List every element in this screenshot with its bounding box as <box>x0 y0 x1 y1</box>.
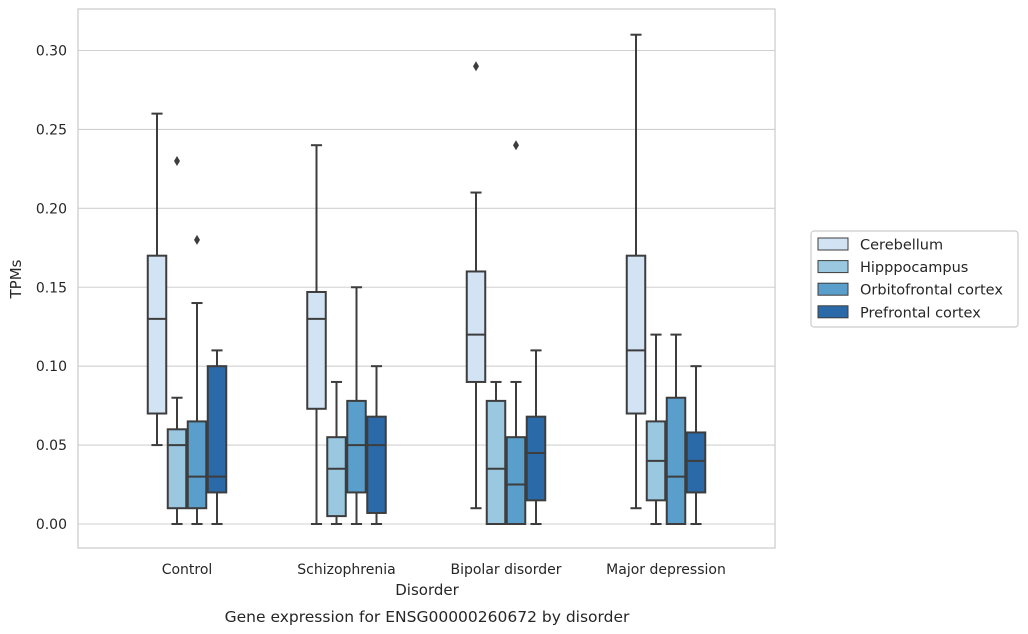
box-orbitofrontal-cortex <box>505 140 527 526</box>
legend-label: Cerebellum <box>860 238 943 254</box>
y-tick-label: 0.10 <box>36 359 67 375</box>
box-orbitofrontal-cortex <box>665 333 687 526</box>
chart-caption: Gene expression for ENSG00000260672 by d… <box>225 608 630 626</box>
box-iqr <box>326 436 347 518</box>
plot-frame <box>77 8 776 549</box>
box-prefrontal-cortex <box>206 349 228 525</box>
legend-label: Orbitofrontal cortex <box>860 283 1003 299</box>
box-cerebellum <box>465 61 487 510</box>
legend-frame <box>810 230 1019 328</box>
legend-swatch <box>817 237 849 251</box>
y-tick-label: 0.25 <box>36 122 67 138</box>
box-iqr <box>465 270 487 383</box>
box-iqr <box>206 365 228 494</box>
y-tick-label: 0.20 <box>36 201 67 217</box>
box-cerebellum <box>146 112 168 447</box>
box-iqr <box>306 290 327 410</box>
y-tick-label: 0.00 <box>36 517 67 533</box>
box-iqr <box>625 254 647 415</box>
outlier-point <box>473 61 479 72</box>
box-iqr <box>685 431 707 494</box>
x-tick-label: Bipolar disorder <box>450 562 561 578</box>
box-iqr <box>665 396 687 526</box>
box-prefrontal-cortex <box>366 365 387 525</box>
box-orbitofrontal-cortex <box>186 234 208 525</box>
box-hipppocampus <box>326 380 347 525</box>
y-tick-label: 0.05 <box>36 438 67 454</box>
box-iqr <box>186 420 208 510</box>
outlier-point <box>194 234 200 245</box>
box-iqr <box>146 254 168 415</box>
y-axis-label: TPMs <box>7 259 25 299</box>
box-iqr <box>166 428 188 510</box>
y-tick-labels: 0.00 0.05 0.10 0.15 0.20 0.25 0.30 <box>36 44 67 534</box>
box-iqr <box>505 436 527 526</box>
legend: Cerebellum Hipppocampus Orbitofrontal cort… <box>810 230 1019 328</box>
x-tick-label: Major depression <box>606 562 726 578</box>
x-axis-label: Disorder <box>395 581 459 599</box>
box-prefrontal-cortex <box>525 349 547 525</box>
x-tick-labels: Control Schizophrenia Bipolar disorder Majo… <box>162 562 726 578</box>
box-hipppocampus <box>645 333 667 525</box>
y-tick-label: 0.15 <box>36 280 67 296</box>
box-iqr <box>346 399 367 494</box>
boxes-layer <box>146 33 707 526</box>
box-prefrontal-cortex <box>685 365 707 525</box>
x-tick-label: Control <box>162 562 213 578</box>
box-iqr <box>366 415 387 514</box>
y-tick-label: 0.30 <box>36 44 67 60</box>
legend-label: Prefrontal cortex <box>860 305 981 321</box>
box-iqr <box>525 415 547 502</box>
outlier-point <box>513 140 519 151</box>
box-iqr <box>485 399 507 526</box>
x-tick-label: Schizophrenia <box>297 562 395 578</box>
outlier-point <box>174 155 180 166</box>
box-cerebellum <box>625 33 647 510</box>
box-cerebellum <box>306 144 327 525</box>
legend-swatch <box>817 305 849 319</box>
legend-label: Hipppocampus <box>860 260 968 276</box>
box-hipppocampus <box>166 155 188 525</box>
box-hipppocampus <box>485 380 507 526</box>
legend-swatch <box>817 260 849 274</box>
box-orbitofrontal-cortex <box>346 286 367 525</box>
legend-swatch <box>817 282 849 296</box>
